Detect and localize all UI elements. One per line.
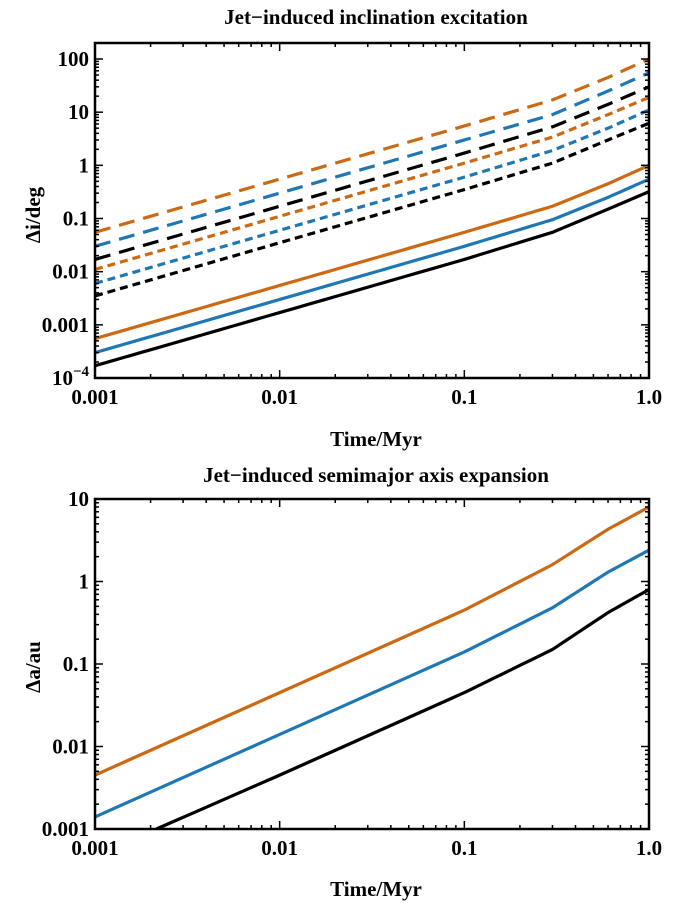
x-tick-label: 1.0 (636, 385, 662, 409)
y-axis-label: Δi/deg (21, 186, 45, 243)
series-line-black-long (95, 85, 649, 261)
x-tick-label: 1.0 (636, 836, 662, 860)
y-tick-label: 0.1 (63, 207, 89, 231)
y-tick-label: 10 (68, 100, 89, 124)
plot-frame (93, 41, 651, 380)
y-tick-label: 10−4 (52, 364, 90, 390)
y-tick-label: 100 (58, 47, 90, 71)
series-line-orange-solid (95, 163, 649, 341)
x-tick-label: 0.001 (71, 836, 118, 860)
y-tick-label: 0.001 (42, 817, 89, 841)
plot-frame (93, 497, 651, 831)
y-tick-label: 1 (79, 570, 90, 594)
y-axis-label: Δa/au (21, 641, 45, 693)
chart-title: Jet−induced inclination excitation (224, 5, 528, 29)
series-line-orange-short (95, 95, 649, 272)
chart-semimajor: Jet−induced semimajor axis expansion Tim… (21, 463, 662, 901)
series-line-black-solid (155, 588, 649, 829)
x-axis-label: Time/Myr (330, 427, 422, 451)
series-line-black-short (95, 121, 649, 298)
y-tick-label: 1 (79, 153, 90, 177)
series-group (95, 505, 649, 829)
series-line-blue-long (95, 71, 649, 248)
series-line-blue-short (95, 108, 649, 285)
series-line-blue-solid (95, 177, 649, 355)
y-tick-label: 0.01 (52, 260, 89, 284)
series-group (95, 57, 649, 368)
x-tick-label: 0.1 (451, 836, 477, 860)
y-tick-label: 0.1 (63, 652, 89, 676)
x-tick-label: 0.1 (451, 385, 477, 409)
y-tick-label: 10 (68, 487, 89, 511)
tick-group: 0.001 0.01 0.1 1.0 0.001 0.01 0.1 1 10 (42, 487, 662, 860)
series-line-black-solid (95, 190, 649, 368)
y-tick-label: 0.001 (42, 313, 89, 337)
series-line-orange-solid (95, 505, 649, 777)
series-line-orange-long (95, 57, 649, 234)
chart-title: Jet−induced semimajor axis expansion (203, 463, 549, 487)
x-tick-label: 0.001 (71, 385, 118, 409)
chart-inclination: Jet−induced inclination excitation Time/… (21, 5, 662, 451)
x-tick-label: 0.01 (261, 836, 298, 860)
x-axis-label: Time/Myr (330, 877, 422, 901)
x-tick-label: 0.01 (261, 385, 298, 409)
y-tick-label: 0.01 (52, 735, 89, 759)
series-line-blue-solid (95, 548, 649, 819)
